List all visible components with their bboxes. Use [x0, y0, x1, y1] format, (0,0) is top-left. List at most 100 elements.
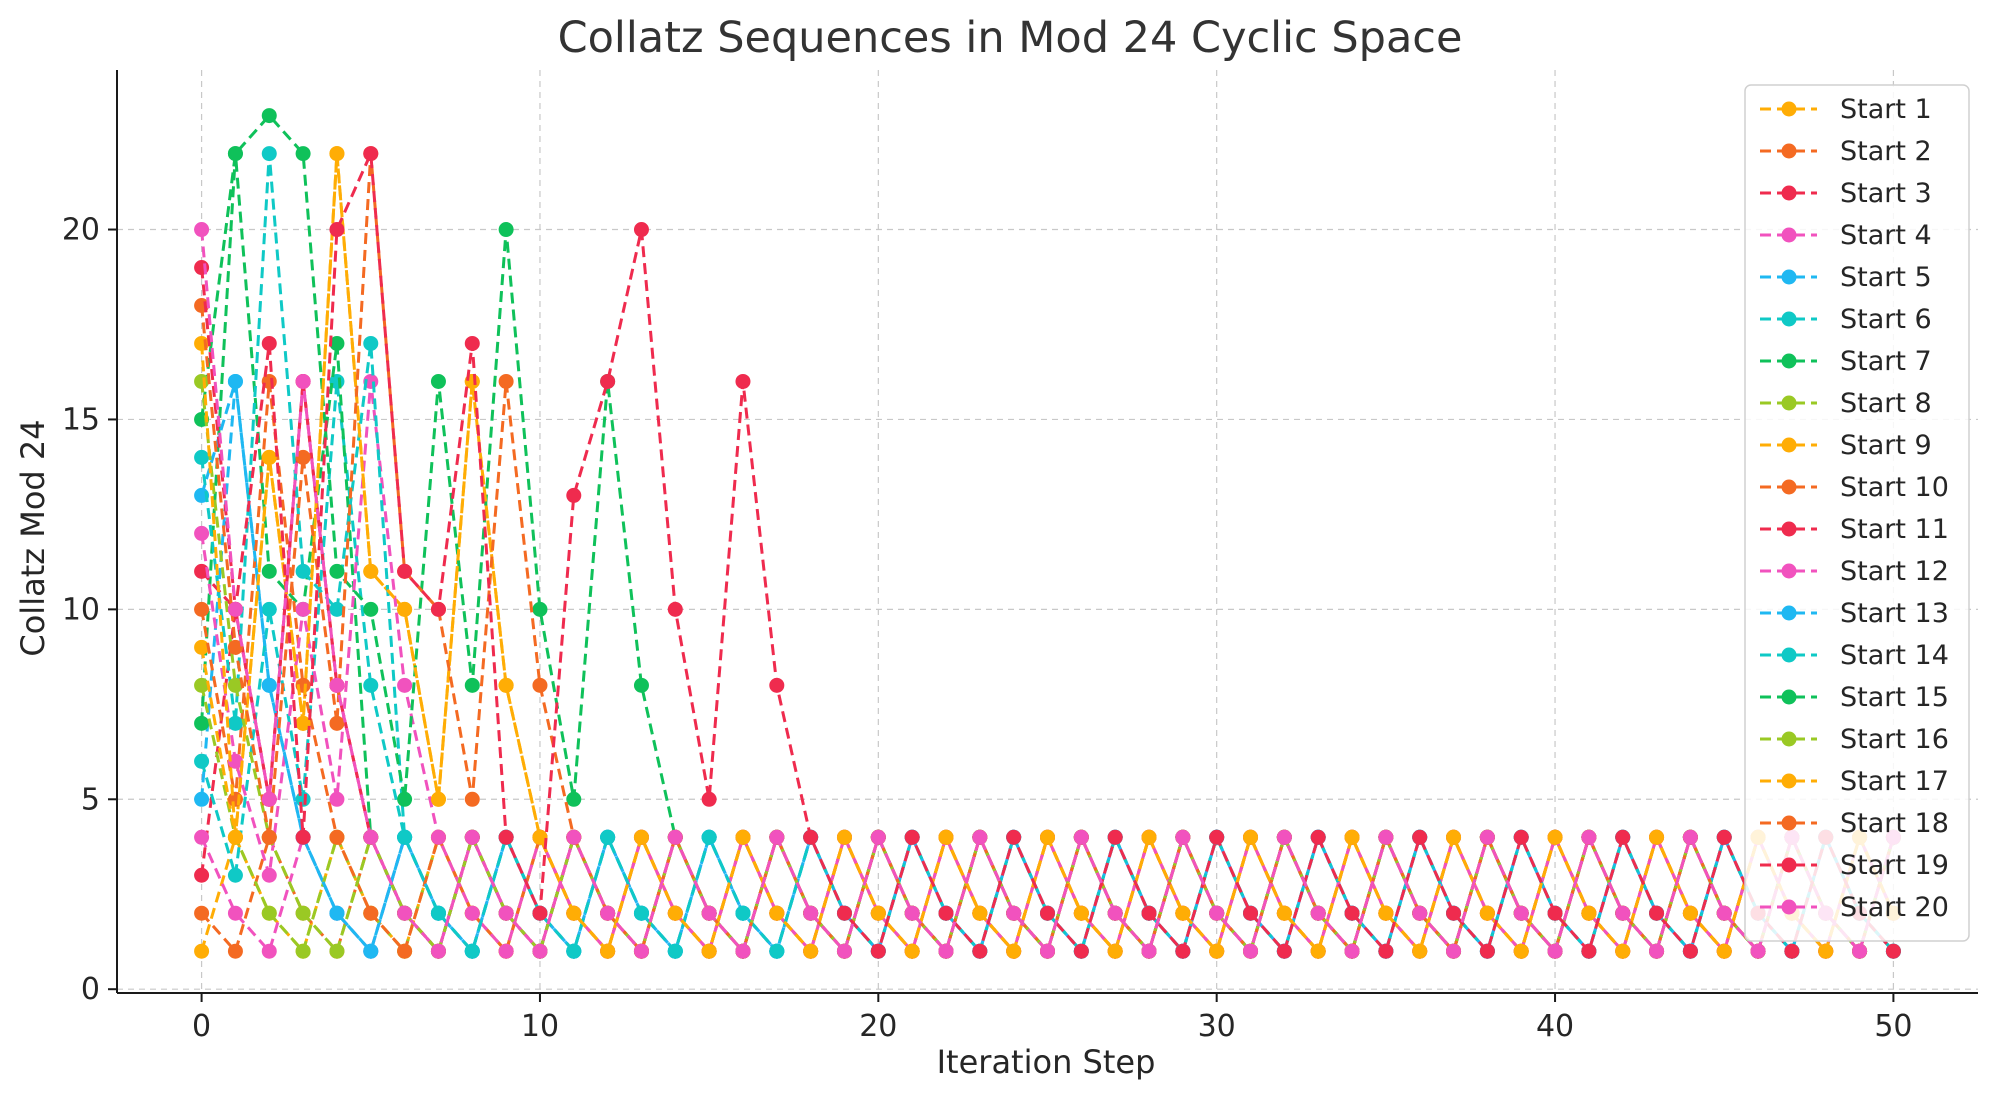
series-lines — [194, 108, 1901, 959]
data-point — [295, 449, 311, 465]
data-point — [295, 601, 311, 617]
data-point — [227, 905, 243, 921]
legend-marker — [1781, 815, 1797, 831]
data-point — [1615, 829, 1631, 845]
data-point — [1141, 943, 1157, 959]
data-point — [261, 335, 277, 351]
data-point — [735, 905, 751, 921]
legend-marker — [1781, 857, 1797, 873]
data-point — [633, 222, 649, 238]
data-point — [870, 829, 886, 845]
data-point — [1209, 943, 1225, 959]
data-point — [532, 943, 548, 959]
data-point — [1073, 905, 1089, 921]
data-point — [329, 677, 345, 693]
data-point — [295, 146, 311, 162]
data-point — [194, 222, 210, 238]
data-point — [464, 335, 480, 351]
legend-marker — [1781, 563, 1797, 579]
data-point — [261, 943, 277, 959]
data-point — [1818, 943, 1834, 959]
data-point — [1412, 829, 1428, 845]
data-point — [667, 829, 683, 845]
data-point — [295, 829, 311, 845]
data-point — [1175, 943, 1191, 959]
data-point — [938, 943, 954, 959]
data-point — [600, 943, 616, 959]
series-line — [200, 379, 1895, 953]
data-point — [397, 791, 413, 807]
data-point — [498, 677, 514, 693]
data-point — [1716, 943, 1732, 959]
data-point — [227, 146, 243, 162]
data-point — [532, 829, 548, 845]
data-point — [1040, 829, 1055, 845]
legend-item: Start 12 — [1760, 556, 1949, 587]
data-point — [1243, 943, 1259, 959]
data-point — [1310, 905, 1326, 921]
legend-marker — [1781, 647, 1797, 663]
data-point — [1175, 829, 1191, 845]
data-point — [261, 449, 277, 465]
data-point — [1750, 943, 1766, 959]
data-point — [227, 791, 243, 807]
y-tick-label: 10 — [62, 592, 100, 627]
legend-label: Start 20 — [1840, 892, 1949, 923]
data-point — [227, 373, 243, 389]
data-point — [430, 943, 446, 959]
y-axis-label: Collatz Mod 24 — [14, 419, 52, 656]
data-point — [194, 753, 210, 769]
data-point — [1310, 943, 1326, 959]
data-point — [1378, 905, 1394, 921]
data-point — [532, 677, 548, 693]
data-point — [1040, 943, 1055, 959]
data-point — [464, 791, 480, 807]
data-point — [363, 829, 379, 845]
legend-label: Start 8 — [1840, 388, 1932, 419]
data-point — [1073, 829, 1089, 845]
legend: Start 1 Start 2 Start 3 Start 4 Start 5 Start… — [1744, 84, 1970, 942]
data-point — [430, 601, 446, 617]
data-point — [1073, 943, 1089, 959]
legend-label: Start 12 — [1840, 556, 1949, 587]
data-point — [1446, 943, 1462, 959]
data-point — [532, 601, 548, 617]
data-point — [803, 829, 819, 845]
legend-marker — [1781, 479, 1797, 495]
data-point — [227, 715, 243, 731]
data-point — [1479, 943, 1495, 959]
data-point — [329, 791, 345, 807]
legend-label: Start 6 — [1840, 304, 1932, 335]
data-point — [261, 677, 277, 693]
data-point — [1446, 829, 1462, 845]
data-point — [329, 146, 345, 162]
data-point — [397, 601, 413, 617]
data-point — [363, 905, 379, 921]
data-point — [1310, 829, 1326, 845]
legend-label: Start 2 — [1840, 136, 1932, 167]
data-point — [667, 905, 683, 921]
data-point — [1175, 905, 1191, 921]
legend-marker — [1781, 605, 1797, 621]
data-point — [329, 335, 345, 351]
data-point — [1513, 943, 1529, 959]
data-point — [566, 905, 582, 921]
data-point — [904, 943, 920, 959]
data-point — [498, 905, 514, 921]
data-point — [363, 677, 379, 693]
data-point — [295, 943, 311, 959]
data-point — [430, 905, 446, 921]
legend-item: Start 6 — [1760, 304, 1932, 335]
legend-marker — [1781, 521, 1797, 537]
data-point — [329, 905, 345, 921]
legend-item: Start 10 — [1760, 472, 1949, 503]
data-point — [938, 905, 954, 921]
data-point — [667, 943, 683, 959]
data-point — [1615, 905, 1631, 921]
legend-marker — [1781, 269, 1797, 285]
data-point — [261, 146, 277, 162]
data-point — [261, 791, 277, 807]
data-point — [261, 905, 277, 921]
series-line — [200, 229, 1895, 953]
